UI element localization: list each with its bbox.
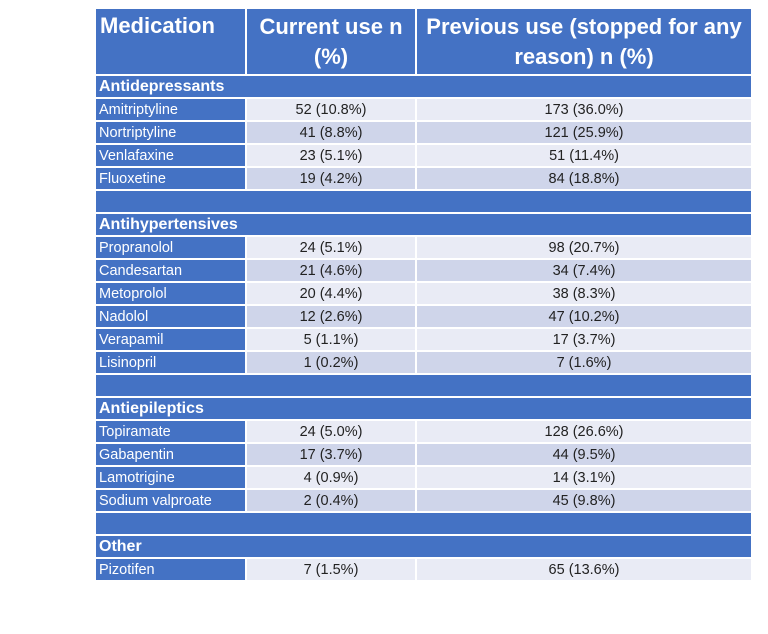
- table-row: Amitriptyline 52 (10.8%) 173 (36.0%): [94, 97, 753, 122]
- table-row: Topiramate 24 (5.0%) 128 (26.6%): [94, 419, 753, 444]
- current-use-cell: 7 (1.5%): [245, 557, 417, 582]
- table-row: Candesartan 21 (4.6%) 34 (7.4%): [94, 258, 753, 283]
- medication-table-container: Medication Current use n (%) Previous us…: [94, 7, 753, 582]
- section-spacer: [94, 373, 753, 398]
- previous-use-cell: 65 (13.6%): [415, 557, 753, 582]
- table-row: Nadolol 12 (2.6%) 47 (10.2%): [94, 304, 753, 329]
- previous-use-cell: 84 (18.8%): [415, 166, 753, 191]
- medication-name-cell: Topiramate: [94, 419, 247, 444]
- table-row: Verapamil 5 (1.1%) 17 (3.7%): [94, 327, 753, 352]
- table-row: Pizotifen 7 (1.5%) 65 (13.6%): [94, 557, 753, 582]
- previous-use-cell: 17 (3.7%): [415, 327, 753, 352]
- current-use-cell: 2 (0.4%): [245, 488, 417, 513]
- medication-table: Medication Current use n (%) Previous us…: [94, 7, 753, 582]
- header-previous-use: Previous use (stopped for any reason) n …: [415, 7, 753, 76]
- medication-name-cell: Lamotrigine: [94, 465, 247, 490]
- current-use-cell: 24 (5.0%): [245, 419, 417, 444]
- current-use-cell: 52 (10.8%): [245, 97, 417, 122]
- medication-name-cell: Lisinopril: [94, 350, 247, 375]
- table-body: Antidepressants Amitriptyline 52 (10.8%) 17…: [94, 74, 753, 582]
- current-use-cell: 41 (8.8%): [245, 120, 417, 145]
- current-use-cell: 5 (1.1%): [245, 327, 417, 352]
- spacer-cell: [94, 511, 753, 536]
- section-title: Antihypertensives: [94, 212, 753, 237]
- section-title: Other: [94, 534, 753, 559]
- current-use-cell: 23 (5.1%): [245, 143, 417, 168]
- section-header-row: Other: [94, 534, 753, 559]
- section-header-row: Antiepileptics: [94, 396, 753, 421]
- section-title: Antiepileptics: [94, 396, 753, 421]
- previous-use-cell: 128 (26.6%): [415, 419, 753, 444]
- medication-name-cell: Fluoxetine: [94, 166, 247, 191]
- previous-use-cell: 44 (9.5%): [415, 442, 753, 467]
- current-use-cell: 17 (3.7%): [245, 442, 417, 467]
- previous-use-cell: 7 (1.6%): [415, 350, 753, 375]
- table-row: Lisinopril 1 (0.2%) 7 (1.6%): [94, 350, 753, 375]
- table-row: Sodium valproate 2 (0.4%) 45 (9.8%): [94, 488, 753, 513]
- section-spacer: [94, 511, 753, 536]
- current-use-cell: 24 (5.1%): [245, 235, 417, 260]
- medication-name-cell: Pizotifen: [94, 557, 247, 582]
- current-use-cell: 4 (0.9%): [245, 465, 417, 490]
- medication-name-cell: Metoprolol: [94, 281, 247, 306]
- table-row: Venlafaxine 23 (5.1%) 51 (11.4%): [94, 143, 753, 168]
- section-header-row: Antidepressants: [94, 74, 753, 99]
- table-row: Gabapentin 17 (3.7%) 44 (9.5%): [94, 442, 753, 467]
- current-use-cell: 12 (2.6%): [245, 304, 417, 329]
- medication-name-cell: Propranolol: [94, 235, 247, 260]
- current-use-cell: 20 (4.4%): [245, 281, 417, 306]
- header-medication: Medication: [94, 7, 247, 76]
- table-row: Nortriptyline 41 (8.8%) 121 (25.9%): [94, 120, 753, 145]
- spacer-cell: [94, 189, 753, 214]
- medication-name-cell: Verapamil: [94, 327, 247, 352]
- section-header-row: Antihypertensives: [94, 212, 753, 237]
- table-row: Propranolol 24 (5.1%) 98 (20.7%): [94, 235, 753, 260]
- section-spacer: [94, 189, 753, 214]
- medication-name-cell: Nadolol: [94, 304, 247, 329]
- previous-use-cell: 173 (36.0%): [415, 97, 753, 122]
- table-row: Fluoxetine 19 (4.2%) 84 (18.8%): [94, 166, 753, 191]
- previous-use-cell: 14 (3.1%): [415, 465, 753, 490]
- current-use-cell: 1 (0.2%): [245, 350, 417, 375]
- header-current-use: Current use n (%): [245, 7, 417, 76]
- section-title: Antidepressants: [94, 74, 753, 99]
- previous-use-cell: 47 (10.2%): [415, 304, 753, 329]
- spacer-cell: [94, 373, 753, 398]
- table-row: Metoprolol 20 (4.4%) 38 (8.3%): [94, 281, 753, 306]
- previous-use-cell: 121 (25.9%): [415, 120, 753, 145]
- current-use-cell: 21 (4.6%): [245, 258, 417, 283]
- previous-use-cell: 45 (9.8%): [415, 488, 753, 513]
- previous-use-cell: 51 (11.4%): [415, 143, 753, 168]
- medication-name-cell: Nortriptyline: [94, 120, 247, 145]
- table-row: Lamotrigine 4 (0.9%) 14 (3.1%): [94, 465, 753, 490]
- medication-name-cell: Sodium valproate: [94, 488, 247, 513]
- header-row: Medication Current use n (%) Previous us…: [94, 7, 753, 76]
- medication-name-cell: Gabapentin: [94, 442, 247, 467]
- medication-name-cell: Candesartan: [94, 258, 247, 283]
- medication-name-cell: Venlafaxine: [94, 143, 247, 168]
- previous-use-cell: 38 (8.3%): [415, 281, 753, 306]
- medication-name-cell: Amitriptyline: [94, 97, 247, 122]
- previous-use-cell: 98 (20.7%): [415, 235, 753, 260]
- previous-use-cell: 34 (7.4%): [415, 258, 753, 283]
- current-use-cell: 19 (4.2%): [245, 166, 417, 191]
